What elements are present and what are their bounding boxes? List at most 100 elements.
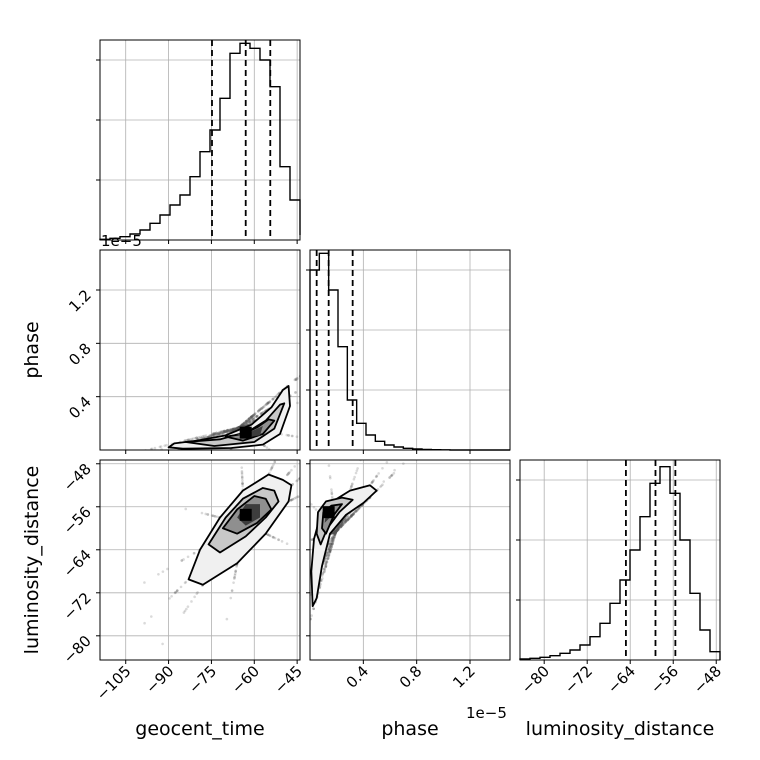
scatter-point <box>304 580 307 583</box>
scatter-point <box>323 457 326 460</box>
scatter-point <box>224 430 227 433</box>
scatter-point <box>330 387 333 390</box>
scatter-point <box>223 430 226 434</box>
scatter-point <box>224 430 227 433</box>
scatter-point <box>336 385 339 388</box>
scatter-point <box>349 515 353 518</box>
scatter-point <box>289 498 293 502</box>
scatter-point <box>322 568 326 571</box>
scatter-point <box>217 432 220 436</box>
scatter-point <box>305 451 308 454</box>
x-tick-label-1: −90 <box>142 662 177 697</box>
scatter-point <box>329 542 333 545</box>
scatter-point <box>330 545 333 549</box>
scatter-point <box>240 466 244 469</box>
scatter-point <box>249 415 253 419</box>
scatter-point <box>341 523 345 526</box>
scatter-point <box>250 415 254 418</box>
scatter-point <box>338 523 342 527</box>
scatter-point <box>219 430 223 434</box>
scatter-point <box>251 414 255 418</box>
scatter-point <box>237 426 241 429</box>
x-tick-label-3: −60 <box>228 662 263 697</box>
scatter-point <box>334 530 338 533</box>
scatter-point <box>306 576 309 579</box>
scatter-point <box>185 438 189 442</box>
scatter-point <box>325 553 328 556</box>
y-tick-label-4: −48 <box>60 460 95 495</box>
scatter-point <box>255 414 259 418</box>
scatter-point <box>191 437 195 440</box>
scatter-point <box>258 408 262 412</box>
scatter-point <box>333 535 336 539</box>
scatter-point <box>228 429 232 433</box>
scatter-point <box>249 415 253 419</box>
scatter-point <box>301 646 304 649</box>
scatter-point <box>266 402 270 405</box>
scatter-point <box>295 378 298 381</box>
scatter-point <box>247 417 250 421</box>
scatter-point <box>184 580 188 584</box>
scatter-point <box>217 432 221 435</box>
scatter-point <box>344 517 347 520</box>
scatter-point <box>229 428 232 432</box>
scatter-point <box>327 547 331 551</box>
scatter-point <box>302 372 305 375</box>
scatter-point <box>332 531 336 534</box>
scatter-point <box>256 410 260 413</box>
scatter-point <box>237 426 240 429</box>
scatter-point <box>206 513 210 516</box>
scatter-point <box>323 567 326 570</box>
scatter-point <box>246 418 250 422</box>
scatter-point <box>334 531 337 534</box>
scatter-point <box>349 515 352 518</box>
scatter-point <box>242 422 245 425</box>
scatter-point <box>200 436 203 440</box>
scatter-point <box>340 522 344 525</box>
scatter-point <box>236 426 240 429</box>
scatter-point <box>250 418 254 421</box>
scatter-point <box>286 472 290 476</box>
scatter-point <box>329 548 332 552</box>
scatter-point <box>328 548 332 552</box>
scatter-point <box>251 417 254 421</box>
scatter-point <box>330 546 333 549</box>
scatter-point <box>225 430 228 433</box>
scatter-point <box>334 530 337 534</box>
scatter-point <box>330 544 334 548</box>
scatter-point <box>377 472 380 475</box>
scatter-point <box>350 514 353 517</box>
scatter-point <box>333 535 336 539</box>
scatter-point <box>225 429 229 433</box>
scatter-point <box>345 516 348 519</box>
panel-frame <box>309 459 511 661</box>
scatter-point <box>303 541 306 544</box>
scatter-point <box>333 532 337 536</box>
scatter-point <box>350 514 353 517</box>
scatter-point <box>333 529 337 533</box>
scatter-point <box>202 434 206 438</box>
scatter-point <box>357 507 360 511</box>
scatter-point <box>240 423 243 427</box>
scatter-point <box>200 511 204 515</box>
scatter-point <box>340 524 344 527</box>
scatter-point <box>310 503 313 506</box>
scatter-point <box>334 530 337 534</box>
scatter-point <box>335 476 338 479</box>
scatter-point <box>388 476 392 479</box>
scatter-point <box>261 406 264 410</box>
scatter-point <box>351 512 355 516</box>
scatter-point <box>174 591 177 594</box>
scatter-point <box>305 370 308 373</box>
scatter-point <box>343 520 347 524</box>
scatter-point <box>233 576 236 579</box>
x-tick-label-2: −75 <box>185 662 220 697</box>
scatter-point <box>225 429 229 433</box>
scatter-point <box>174 590 177 594</box>
scatter-point <box>303 495 306 498</box>
scatter-point <box>290 468 293 472</box>
scatter-point <box>240 423 244 427</box>
scatter-point <box>229 451 232 454</box>
scatter-point <box>251 417 255 420</box>
scatter-point <box>234 427 237 430</box>
